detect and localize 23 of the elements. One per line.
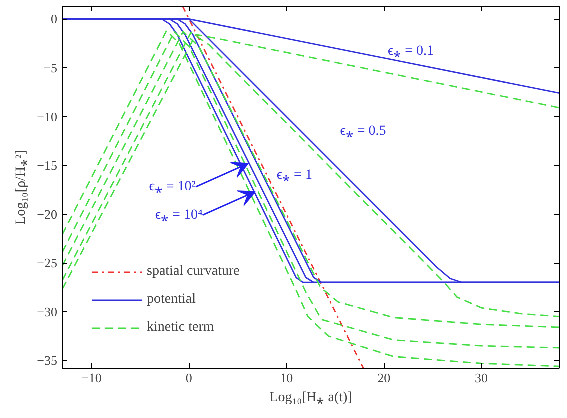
x-tick-label: 30 [475, 370, 488, 386]
y-tick-label: −20 [37, 206, 58, 222]
y-tick-label: −10 [37, 109, 58, 124]
y-tick-label: −5 [44, 60, 58, 76]
legend-label: potential [147, 292, 196, 308]
y-tick-label: −15 [37, 158, 58, 174]
annotation: ϵ⁎ = 0.1 [388, 44, 434, 59]
annotation: ϵ⁎ = 1 [276, 168, 312, 183]
y-axis-title: Log₁₀[ρ/H⁎²] [14, 150, 30, 225]
x-tick-label: −10 [82, 370, 102, 386]
x-tick-label: 10 [280, 370, 294, 386]
x-tick-label: 20 [378, 370, 391, 386]
y-tick-label: −25 [37, 256, 58, 271]
x-tick-label: 0 [186, 370, 192, 386]
x-axis-title: Log₁₀[H⁎ a(t)] [270, 390, 352, 406]
legend-label: spatial curvature [147, 264, 240, 280]
y-tick-label: 0 [51, 12, 58, 27]
y-tick-label: −35 [37, 353, 58, 368]
annotation: ϵ⁎ = 10⁴ [155, 208, 203, 223]
annotation: ϵ⁎ = 10² [149, 180, 196, 195]
y-tick-label: −30 [37, 304, 58, 320]
legend-label: kinetic term [147, 320, 214, 336]
annotation: ϵ⁎ = 0.5 [340, 124, 386, 139]
